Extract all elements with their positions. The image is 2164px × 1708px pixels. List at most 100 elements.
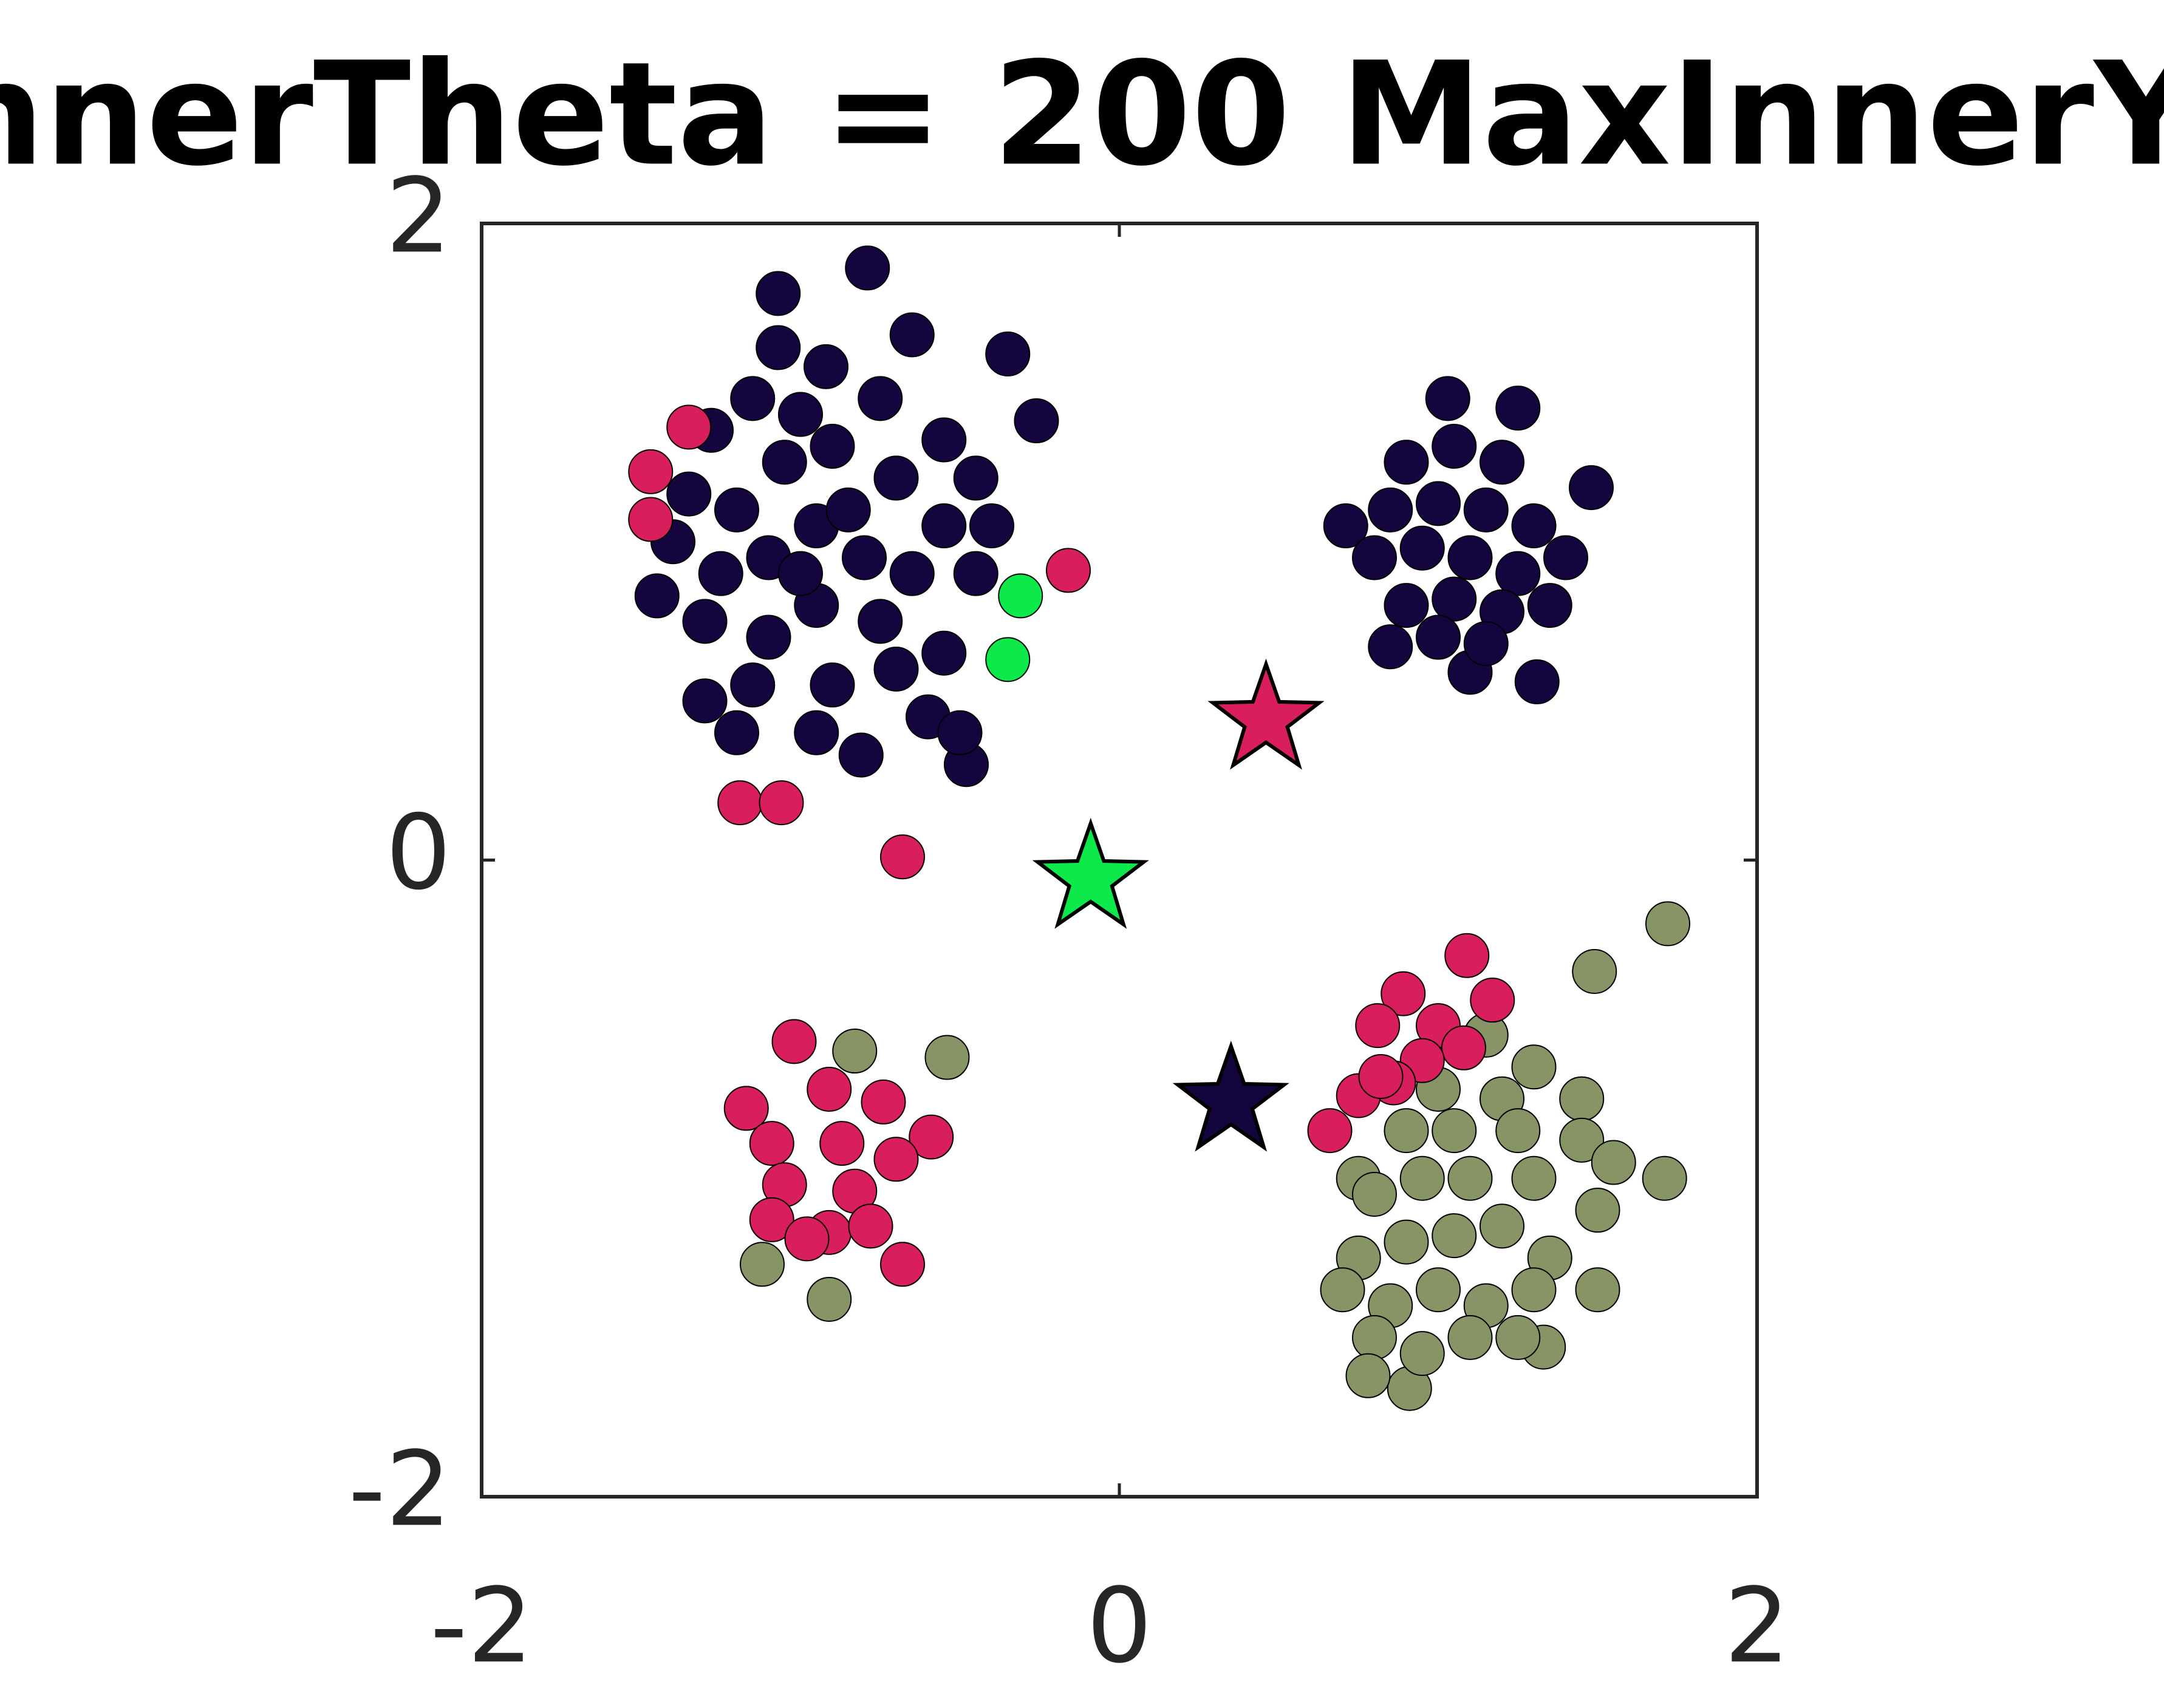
point (1432, 1213, 1477, 1259)
y-tick-label: 2 (386, 156, 451, 276)
point (1480, 440, 1524, 485)
point (804, 344, 848, 389)
point (985, 331, 1031, 376)
point (873, 1137, 919, 1182)
point (1495, 386, 1541, 431)
point (921, 417, 967, 463)
point (1480, 1203, 1524, 1249)
point (1511, 1267, 1557, 1313)
point (858, 599, 903, 644)
point (730, 376, 776, 421)
point (756, 271, 801, 316)
point (1591, 1140, 1636, 1185)
axes-box (480, 222, 1759, 1499)
y-tick-label: -2 (348, 1429, 451, 1550)
point (880, 1242, 925, 1287)
point (1014, 398, 1059, 444)
point (858, 376, 903, 421)
point (924, 1035, 970, 1080)
point (1543, 535, 1588, 580)
y-tick-label: 0 (386, 793, 451, 913)
point (1399, 1155, 1445, 1201)
point (1441, 1025, 1486, 1070)
point (1358, 1053, 1404, 1099)
point (628, 497, 674, 542)
point (714, 487, 759, 532)
point (1511, 1044, 1557, 1090)
point (807, 1276, 852, 1322)
centroid-star (1032, 817, 1149, 929)
point (810, 662, 855, 708)
point (1384, 583, 1429, 628)
chart-title: xInnerTheta = 200 MaxInnerY = (0, 32, 2164, 197)
point (1575, 1188, 1620, 1233)
point (1559, 1117, 1605, 1163)
point (889, 551, 935, 596)
point (838, 732, 884, 778)
point (1432, 576, 1477, 622)
point (873, 455, 919, 501)
point (1575, 1267, 1620, 1313)
point (762, 440, 807, 485)
point (1416, 1267, 1461, 1313)
point (749, 1197, 794, 1242)
point (1463, 487, 1509, 532)
point (628, 449, 674, 494)
point (1352, 1315, 1397, 1360)
centroid-star (1207, 658, 1325, 770)
point (1447, 535, 1493, 580)
point (1384, 440, 1429, 485)
point (1527, 583, 1572, 628)
point (873, 646, 919, 692)
point (861, 1079, 906, 1124)
point (1447, 1315, 1493, 1360)
point (717, 780, 763, 826)
point (819, 1121, 865, 1166)
point (1514, 659, 1560, 704)
point (1381, 971, 1426, 1016)
point (848, 1203, 893, 1249)
point (698, 551, 743, 596)
point (740, 1242, 785, 1287)
point (1368, 487, 1413, 532)
point (985, 637, 1031, 682)
point (1642, 1155, 1687, 1201)
point (1569, 465, 1614, 511)
point (778, 551, 823, 596)
point (1384, 1219, 1429, 1265)
point (937, 710, 983, 755)
point (880, 834, 925, 880)
point (909, 1114, 954, 1160)
point (1645, 901, 1690, 947)
point (784, 1216, 830, 1262)
point (1355, 1003, 1401, 1049)
point (1447, 1155, 1493, 1201)
point (810, 423, 855, 469)
point (1511, 503, 1557, 549)
point (953, 551, 998, 596)
point (832, 1029, 878, 1074)
point (842, 535, 887, 580)
point (1046, 548, 1091, 593)
point (825, 487, 871, 532)
point (921, 503, 967, 549)
centroid-star (1172, 1040, 1289, 1152)
point (794, 710, 839, 755)
point (714, 710, 759, 755)
point (1463, 621, 1509, 667)
point (1495, 1315, 1541, 1360)
point (1432, 423, 1477, 469)
point (723, 1086, 769, 1131)
point (1470, 978, 1515, 1023)
point (1432, 1108, 1477, 1154)
point (771, 1019, 817, 1064)
point (1495, 1108, 1541, 1154)
point (889, 312, 935, 358)
point (682, 678, 728, 724)
point (998, 573, 1043, 619)
point (759, 780, 804, 826)
point (845, 245, 890, 291)
point (1352, 535, 1397, 580)
